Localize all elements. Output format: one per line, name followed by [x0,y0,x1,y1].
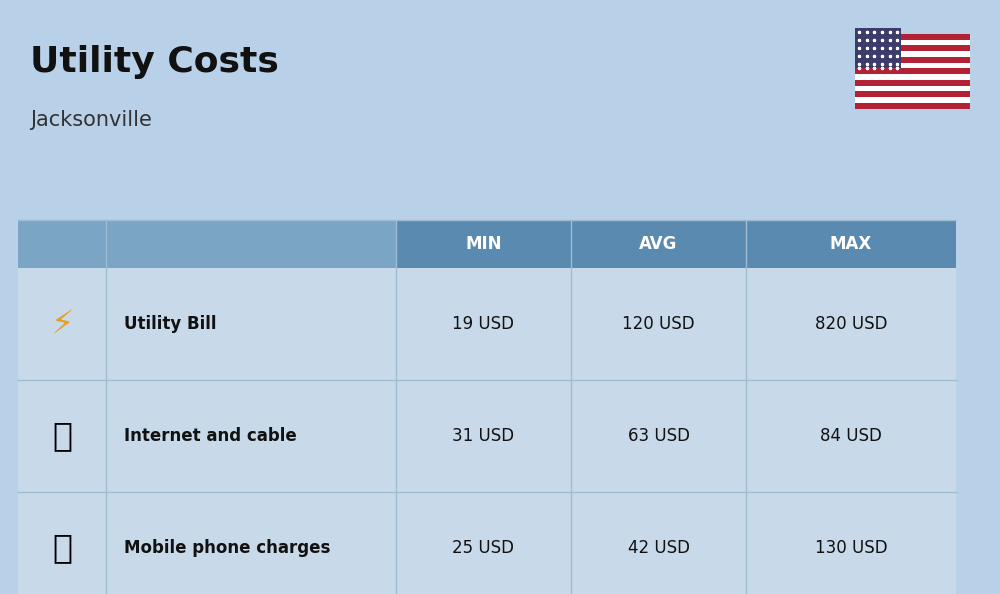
Bar [18,220,106,268]
Bar [855,68,970,74]
Text: Utility Costs: Utility Costs [30,45,279,79]
Text: AVG: AVG [639,235,678,253]
Text: 84 USD: 84 USD [820,427,882,445]
Bar [855,51,970,57]
Text: Mobile phone charges: Mobile phone charges [124,539,330,557]
Bar [18,268,956,380]
Text: 820 USD: 820 USD [815,315,887,333]
Text: 📡: 📡 [52,419,72,453]
Text: 31 USD: 31 USD [452,427,515,445]
Text: 42 USD: 42 USD [628,539,690,557]
Bar [855,34,970,40]
Text: MAX: MAX [830,235,872,253]
Text: Utility Bill: Utility Bill [124,315,216,333]
Bar [855,97,970,103]
Text: 63 USD: 63 USD [628,427,690,445]
Text: ⚡: ⚡ [50,308,74,340]
Bar [855,62,970,68]
Bar [855,45,970,51]
Bar [855,103,970,109]
Bar [855,57,970,62]
Text: Jacksonville: Jacksonville [30,110,152,130]
Text: 19 USD: 19 USD [452,315,514,333]
Text: 120 USD: 120 USD [622,315,695,333]
Text: 130 USD: 130 USD [815,539,887,557]
Bar [855,80,970,86]
Bar [855,91,970,97]
Text: 📱: 📱 [52,532,72,564]
Bar [18,380,956,492]
Text: 25 USD: 25 USD [452,539,514,557]
Bar [855,74,970,80]
Bar [106,220,396,268]
Text: MIN: MIN [465,235,502,253]
Bar [18,492,956,594]
Text: Internet and cable: Internet and cable [124,427,297,445]
Bar [18,220,956,268]
Bar [855,28,901,68]
Bar [855,86,970,91]
Bar [855,40,970,45]
